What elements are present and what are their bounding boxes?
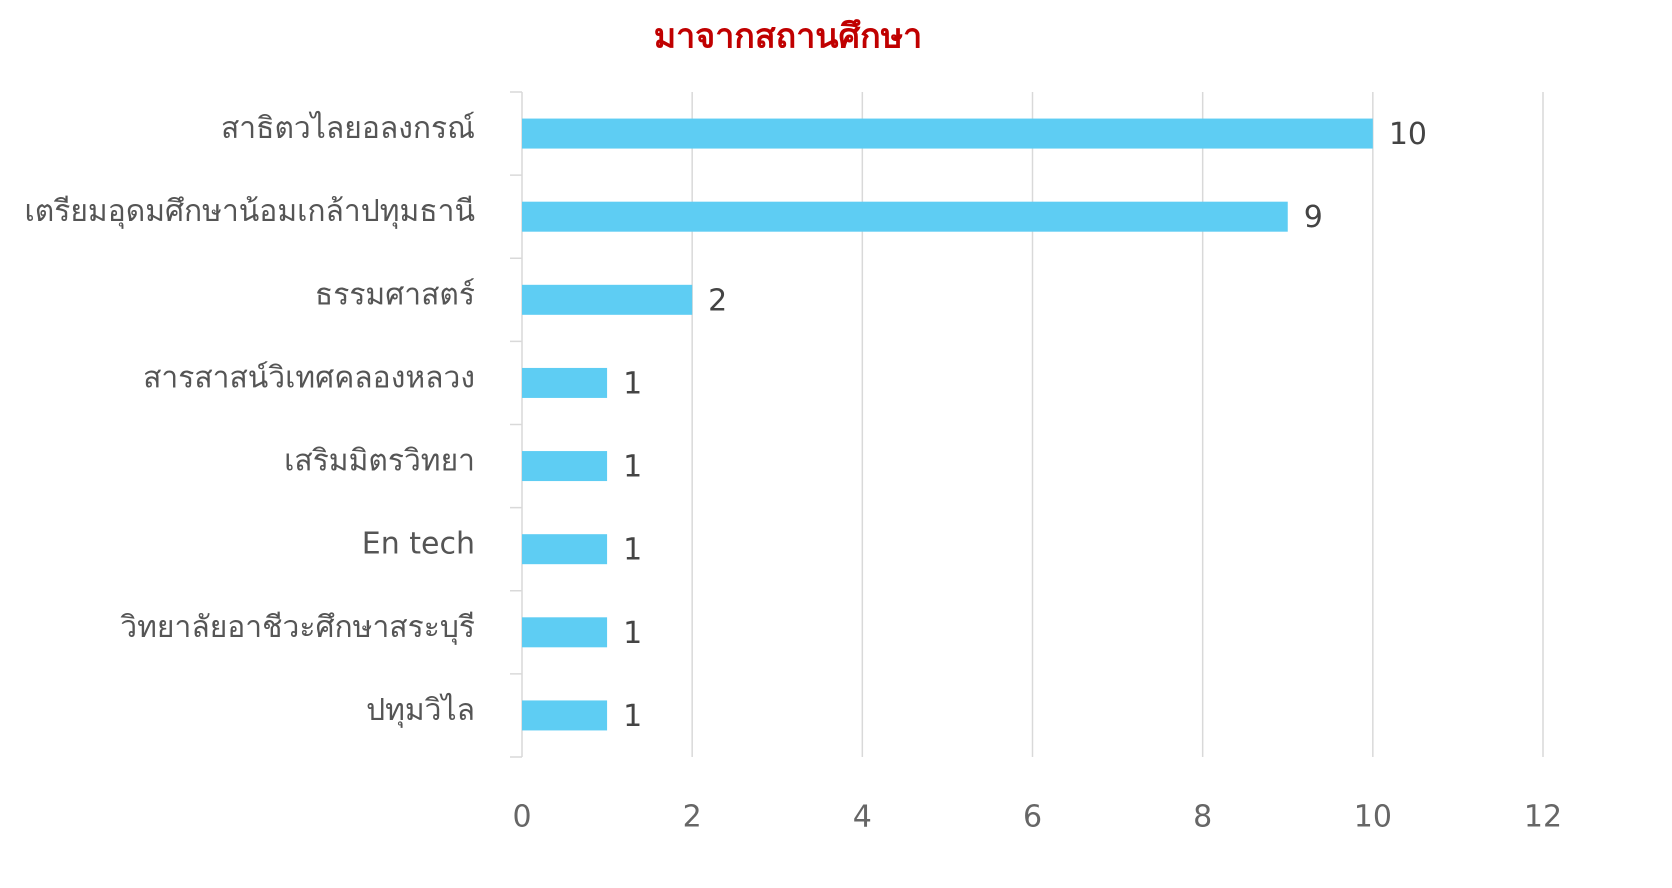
x-tick-label: 0 <box>512 800 531 835</box>
data-label: 1 <box>623 699 642 734</box>
bar <box>522 284 693 315</box>
y-tick-label: เสริมมิตรวิทยา <box>284 444 475 479</box>
x-tick-label: 4 <box>853 800 872 835</box>
data-label: 1 <box>623 450 642 485</box>
bar <box>522 118 1373 149</box>
data-label: 1 <box>623 366 642 401</box>
x-tick-label: 2 <box>683 800 702 835</box>
y-tick-label: สาธิตวไลยอลงกรณ์ <box>221 110 475 146</box>
data-label: 1 <box>623 616 642 651</box>
bar <box>522 534 608 565</box>
x-tick-label: 10 <box>1354 800 1392 835</box>
x-tick-label: 12 <box>1524 800 1562 835</box>
y-tick-label: En tech <box>362 527 475 562</box>
bar <box>522 451 608 482</box>
y-tick-label: วิทยาลัยอาชีวะศึกษาสระบุรี <box>120 610 475 646</box>
x-tick-label: 8 <box>1193 800 1212 835</box>
y-tick-label: สารสาสน์วิเทศคลองหลวง <box>143 360 475 395</box>
y-tick-label: ปทุมวิไล <box>366 692 475 729</box>
y-tick-label: เตรียมอุดมศึกษาน้อมเกล้าปทุมธานี <box>24 194 475 230</box>
y-tick-label: ธรรมศาสตร์ <box>315 277 475 312</box>
bar <box>522 700 608 731</box>
data-label: 9 <box>1304 200 1323 235</box>
chart-title: มาจากสถานศึกษา <box>654 17 922 57</box>
data-label: 2 <box>708 283 727 318</box>
bar <box>522 201 1288 232</box>
bar <box>522 617 608 648</box>
data-label: 1 <box>623 533 642 568</box>
x-tick-label: 6 <box>1023 800 1042 835</box>
bar <box>522 367 608 398</box>
data-label: 10 <box>1389 117 1427 152</box>
